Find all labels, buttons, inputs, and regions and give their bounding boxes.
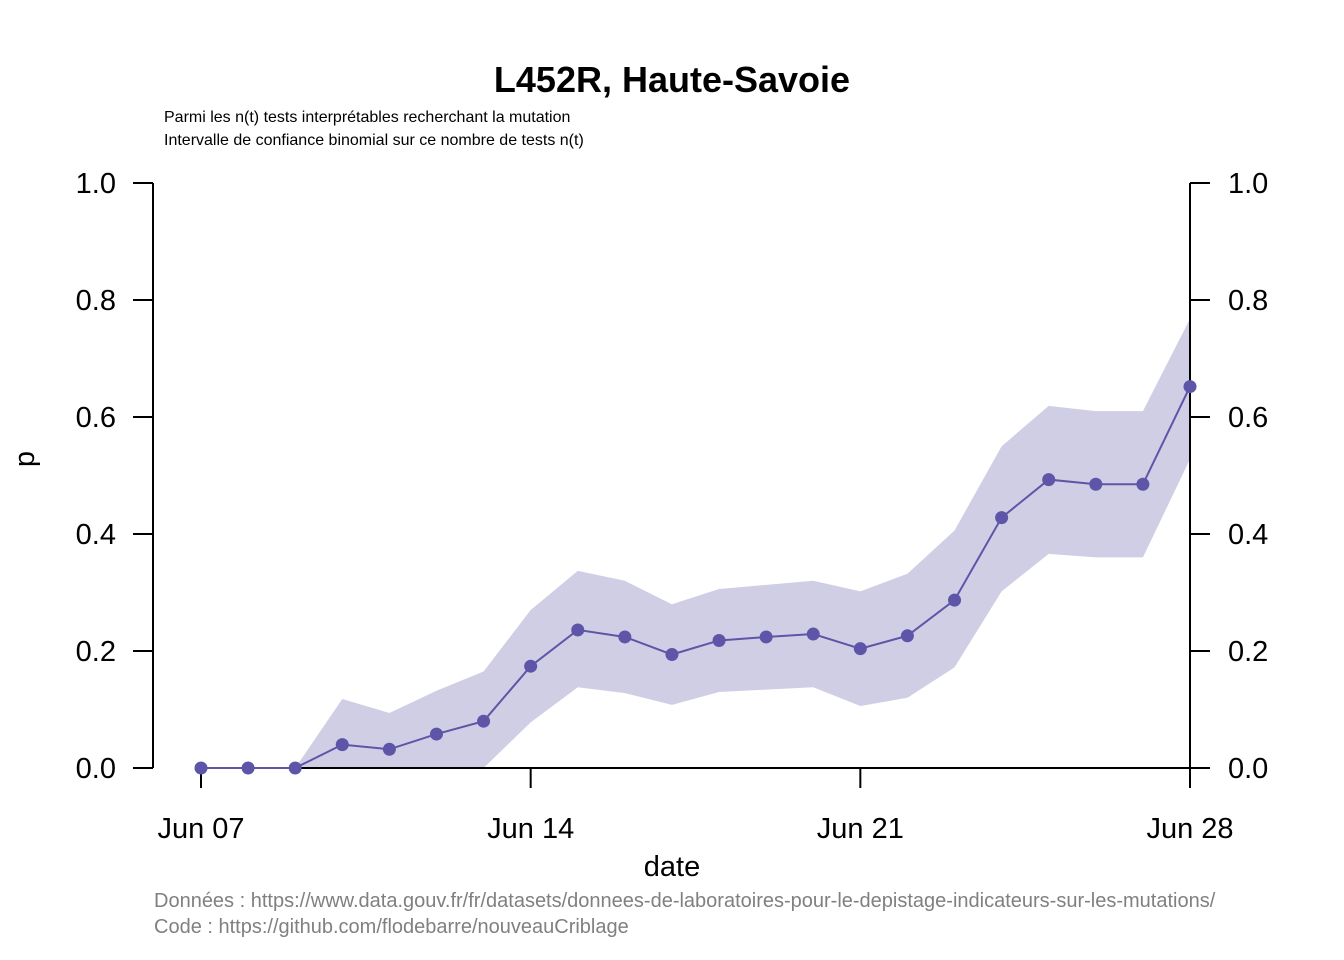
x-axis-label: date (644, 851, 700, 883)
y-tick-label-left: 0.6 (76, 402, 116, 434)
x-tick-label: Jun 07 (157, 813, 244, 845)
data-point (618, 630, 632, 644)
data-point (1042, 473, 1056, 487)
data-point (288, 761, 302, 775)
data-point (759, 630, 773, 644)
data-point (995, 511, 1009, 525)
y-tick-label-right: 0.4 (1228, 519, 1268, 551)
data-point (665, 648, 679, 662)
data-point (806, 627, 820, 641)
data-point (571, 623, 585, 637)
y-tick-label-left: 0.2 (76, 636, 116, 668)
footer-code: Code : https://github.com/flodebarre/nou… (154, 916, 629, 938)
y-tick-label-right: 0.2 (1228, 636, 1268, 668)
data-points-layer (194, 380, 1197, 775)
axes-layer: 0.0 0.0 0.2 0.2 0.4 0.4 0.6 0.6 0.8 0.8 1.0 1.0 Jun … (76, 168, 1269, 845)
data-point (1183, 380, 1197, 394)
data-point (241, 761, 255, 775)
data-point (853, 642, 867, 656)
series-line-layer (201, 386, 1191, 769)
data-point (477, 714, 491, 728)
y-axis-label: p (9, 451, 41, 467)
data-point (1089, 477, 1103, 491)
data-point (194, 761, 208, 775)
y-tick-label-left: 1.0 (76, 168, 116, 200)
data-point (382, 742, 396, 756)
data-point (335, 738, 349, 752)
y-tick-label-right: 1.0 (1228, 168, 1268, 200)
y-tick-label-left: 0.4 (76, 519, 116, 551)
data-point (900, 629, 914, 643)
confidence-band-layer (201, 318, 1190, 768)
x-tick-label: Jun 28 (1146, 813, 1233, 845)
x-tick-label: Jun 21 (817, 813, 904, 845)
chart-subtitle-line-2: Intervalle de confiance binomial sur ce … (164, 132, 584, 149)
y-tick-label-right: 0.0 (1228, 753, 1268, 785)
chart-title: L452R, Haute-Savoie (494, 59, 850, 100)
data-point (1136, 477, 1150, 491)
series-line (201, 386, 1191, 769)
y-tick-label-right: 0.6 (1228, 402, 1268, 434)
chart-subtitle-line-1: Parmi les n(t) tests interprétables rech… (164, 109, 570, 126)
data-point (429, 727, 443, 741)
x-tick-label: Jun 14 (487, 813, 574, 845)
confidence-band (201, 318, 1190, 768)
data-point (712, 633, 726, 647)
footer-source: Données : https://www.data.gouv.fr/fr/da… (154, 890, 1216, 912)
data-point (524, 659, 538, 673)
y-tick-label-left: 0.8 (76, 285, 116, 317)
y-tick-label-right: 0.8 (1228, 285, 1268, 317)
data-point (948, 593, 962, 607)
y-tick-label-left: 0.0 (76, 753, 116, 785)
